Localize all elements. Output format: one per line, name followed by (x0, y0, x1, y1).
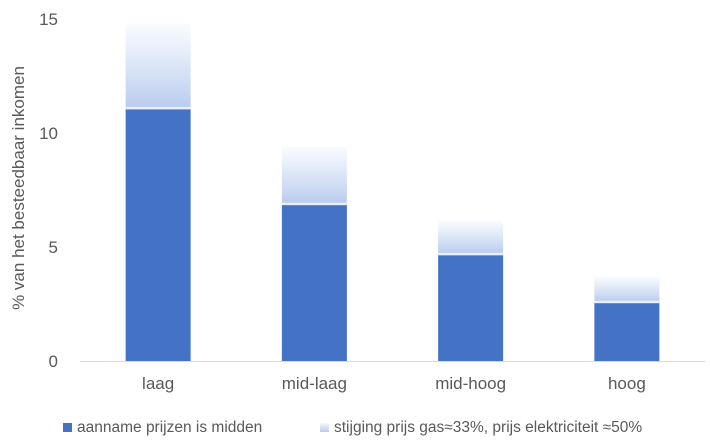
bar-mid-hoog-series-2 (438, 220, 504, 254)
legend-swatch-series-2 (320, 423, 329, 432)
bar-mid-laag-series-1 (281, 203, 347, 361)
y-axis-ticks: 0 5 10 15 (39, 10, 58, 371)
legend-label-series-1: aanname prijzen is midden (77, 419, 262, 436)
bar-mid-hoog-series-1 (438, 253, 504, 361)
bar-hoog-series-1 (594, 301, 660, 361)
y-tick-label: 10 (39, 124, 58, 143)
bar-segment-separator (594, 300, 660, 304)
y-tick-label: 0 (49, 352, 58, 371)
y-axis-label: % van het besteedbaar inkomen (9, 66, 28, 310)
y-tick-label: 15 (39, 10, 58, 29)
bar-mid-laag-series-2 (281, 146, 347, 204)
legend: aanname prijzen is midden stijging prijs… (63, 419, 642, 436)
x-tick-label: mid-hoog (435, 374, 506, 393)
bar-hoog-series-2 (594, 276, 660, 302)
x-axis-ticks: laag mid-laag mid-hoog hoog (142, 374, 646, 393)
legend-label-series-2: stijging prijs gas≈33%, prijs elektricit… (334, 419, 642, 436)
bar-laag-series-2 (125, 23, 191, 108)
x-tick-label: laag (142, 374, 174, 393)
legend-swatch-series-1 (63, 423, 72, 432)
bar-laag-series-1 (125, 107, 191, 361)
bar-segment-separator (281, 202, 347, 206)
y-tick-label: 5 (49, 238, 58, 257)
x-tick-label: hoog (608, 374, 646, 393)
bar-segment-separator (438, 252, 504, 256)
bars (125, 23, 660, 361)
bar-segment-separator (125, 106, 191, 110)
x-tick-label: mid-laag (282, 374, 347, 393)
